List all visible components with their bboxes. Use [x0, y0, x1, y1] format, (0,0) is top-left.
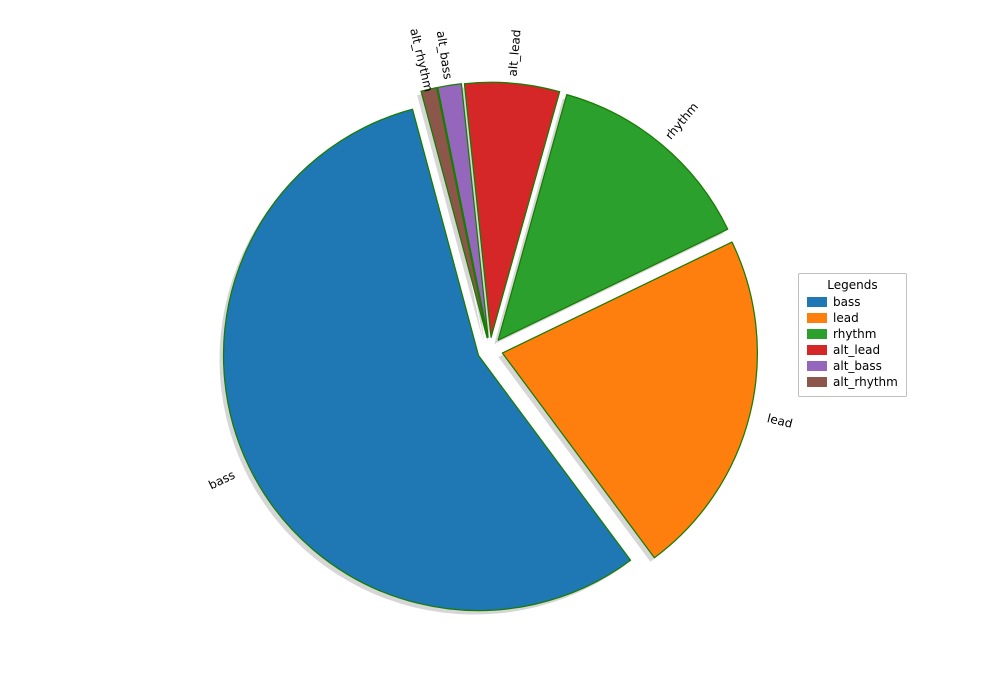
legend-swatch — [807, 329, 827, 339]
legend-label: alt_lead — [833, 342, 880, 358]
legend-swatch — [807, 313, 827, 323]
legend-title: Legends — [807, 278, 898, 292]
legend: Legends bassleadrhythmalt_leadalt_bassal… — [798, 273, 907, 397]
legend-item: alt_rhythm — [807, 374, 898, 390]
legend-swatch — [807, 297, 827, 307]
legend-item: alt_lead — [807, 342, 898, 358]
legend-swatch — [807, 345, 827, 355]
legend-label: rhythm — [833, 326, 876, 342]
legend-item: rhythm — [807, 326, 898, 342]
legend-label: alt_bass — [833, 358, 882, 374]
chart-stage: Legends bassleadrhythmalt_leadalt_bassal… — [0, 0, 1000, 700]
pie-slices — [224, 82, 758, 610]
legend-swatch — [807, 361, 827, 371]
legend-label: bass — [833, 294, 860, 310]
legend-label: alt_rhythm — [833, 374, 898, 390]
legend-item: alt_bass — [807, 358, 898, 374]
legend-swatch — [807, 377, 827, 387]
legend-label: lead — [833, 310, 859, 326]
legend-item: lead — [807, 310, 898, 326]
legend-item: bass — [807, 294, 898, 310]
